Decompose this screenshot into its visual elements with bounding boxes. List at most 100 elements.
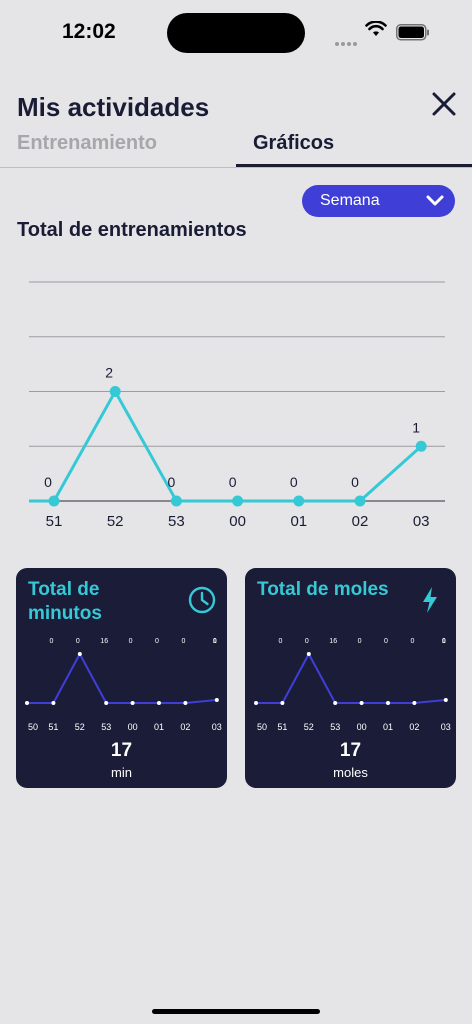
section-title: Total de entrenamientos — [17, 219, 247, 241]
data-point — [333, 701, 338, 705]
data-point — [170, 495, 182, 507]
data-point — [130, 701, 135, 705]
cellular-signal-icon — [335, 33, 359, 51]
data-label: 0 — [129, 638, 133, 645]
data-label: 0 — [168, 474, 176, 490]
data-label: 1 — [442, 638, 446, 645]
x-tick-label: 03 — [212, 722, 222, 732]
clock-icon — [188, 586, 216, 614]
data-point — [443, 697, 448, 702]
minutes-total: 17 — [110, 740, 133, 761]
x-tick-label: 53 — [101, 722, 111, 732]
data-point — [280, 701, 285, 705]
status-time: 12:02 — [62, 20, 116, 43]
x-tick-label: 00 — [128, 722, 138, 732]
series-line — [27, 653, 217, 704]
x-tick-label: 52 — [304, 722, 314, 732]
x-tick-label: 03 — [413, 513, 430, 530]
dynamic-island — [167, 13, 305, 53]
x-tick-label: 01 — [383, 722, 393, 732]
data-point — [77, 652, 82, 656]
data-label: 0 — [290, 474, 298, 490]
x-tick-label: 52 — [75, 722, 85, 732]
data-label: 0 — [351, 474, 359, 490]
data-point — [293, 495, 305, 507]
page-title: Mis actividades — [17, 92, 210, 122]
tab-divider — [0, 167, 472, 168]
wifi-icon — [365, 21, 387, 36]
moles-total: 17 — [339, 740, 362, 761]
x-tick-label: 51 — [277, 722, 287, 732]
data-point — [386, 701, 390, 705]
data-label: 1 — [213, 638, 217, 645]
period-select-value: Semana — [320, 192, 380, 209]
data-point — [354, 495, 366, 507]
data-label: 0 — [278, 638, 282, 645]
bolt-icon — [423, 587, 437, 613]
tab-bar: Entrenamiento Gráficos — [0, 128, 472, 168]
data-point — [104, 701, 109, 705]
data-label: 0 — [358, 638, 362, 645]
data-point — [214, 697, 219, 702]
data-label: 2 — [105, 365, 113, 381]
data-point — [48, 495, 60, 507]
data-point — [359, 701, 364, 705]
moles-unit: moles — [333, 765, 368, 780]
series-line — [256, 653, 446, 704]
status-bar: 12:02 — [0, 0, 472, 64]
data-label: 1 — [412, 419, 420, 435]
data-label: 16 — [329, 638, 337, 645]
tab-entrenamiento[interactable]: Entrenamiento — [17, 132, 158, 154]
data-label: 0 — [155, 638, 159, 645]
data-label: 0 — [49, 638, 53, 645]
data-point — [183, 701, 188, 705]
data-point — [232, 495, 244, 507]
x-tick-label: 00 — [357, 722, 367, 732]
data-label: 0 — [44, 474, 52, 490]
close-icon[interactable] — [428, 88, 460, 120]
x-tick-label: 51 — [48, 722, 58, 732]
x-tick-label: 02 — [409, 722, 419, 732]
x-tick-label: 50 — [257, 722, 267, 732]
x-tick-label: 51 — [46, 513, 63, 530]
battery-icon — [396, 24, 429, 41]
data-label: 0 — [213, 638, 217, 645]
data-point — [412, 701, 417, 705]
home-indicator — [152, 1009, 320, 1014]
moles-card-title: Total de moles — [257, 579, 389, 600]
x-tick-label: 01 — [154, 722, 164, 732]
data-label: 0 — [305, 638, 309, 645]
x-tick-label: 00 — [229, 513, 246, 530]
data-label: 0 — [181, 638, 185, 645]
data-point — [51, 701, 56, 705]
x-tick-label: 53 — [330, 722, 340, 732]
data-label: 0 — [442, 638, 446, 645]
minutes-card-title: Total de minutos — [28, 579, 102, 624]
data-label: 0 — [384, 638, 388, 645]
x-tick-label: 02 — [352, 513, 369, 530]
data-point — [254, 701, 258, 705]
x-tick-label: 50 — [28, 722, 38, 732]
x-tick-label: 53 — [168, 513, 185, 530]
x-tick-label: 03 — [441, 722, 451, 732]
chevron-down-icon — [426, 195, 444, 206]
active-tab-indicator — [236, 164, 472, 167]
x-tick-label: 01 — [290, 513, 307, 530]
x-tick-label: 52 — [107, 513, 124, 530]
data-label: 0 — [410, 638, 414, 645]
minutes-unit: min — [111, 765, 132, 780]
data-point — [109, 386, 121, 397]
data-label: 16 — [100, 638, 108, 645]
x-tick-label: 02 — [180, 722, 190, 732]
period-select[interactable]: Semana — [302, 185, 455, 217]
moles-card[interactable]: Total de moles 50 0 51 0 52 16 53 0 00 0 01 0 02 0 1 03… — [245, 568, 456, 788]
data-point — [306, 652, 311, 656]
data-point — [157, 701, 161, 705]
data-label: 0 — [76, 638, 80, 645]
minutes-card[interactable]: Total de minutos 50 0 51 0 52 16 53 0 00 0 01 0 02 0 1… — [16, 568, 227, 788]
data-point — [415, 440, 427, 452]
tab-graficos[interactable]: Gráficos — [253, 132, 335, 154]
